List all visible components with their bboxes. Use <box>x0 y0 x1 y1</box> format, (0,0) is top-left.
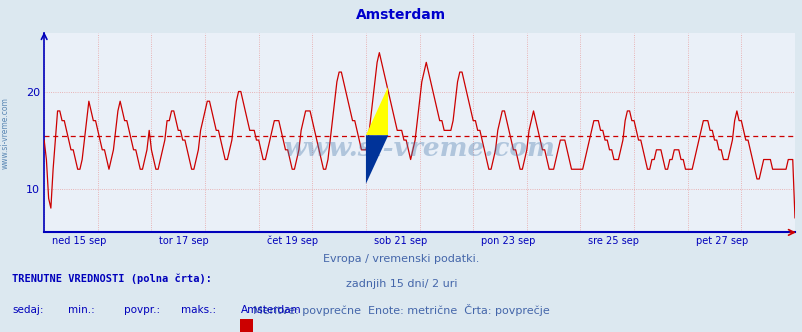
Text: www.si-vreme.com: www.si-vreme.com <box>0 97 10 169</box>
Polygon shape <box>366 135 388 184</box>
Text: sedaj:: sedaj: <box>12 305 43 315</box>
Text: maks.:: maks.: <box>180 305 216 315</box>
Text: pon 23 sep: pon 23 sep <box>480 236 535 246</box>
Text: pet 27 sep: pet 27 sep <box>695 236 747 246</box>
Text: povpr.:: povpr.: <box>124 305 160 315</box>
Text: Amsterdam: Amsterdam <box>356 8 446 22</box>
Text: ned 15 sep: ned 15 sep <box>52 236 107 246</box>
Text: Meritve: povprečne  Enote: metrične  Črta: povprečje: Meritve: povprečne Enote: metrične Črta:… <box>253 304 549 316</box>
Text: zadnjih 15 dni/ 2 uri: zadnjih 15 dni/ 2 uri <box>346 279 456 289</box>
Text: Evropa / vremenski podatki.: Evropa / vremenski podatki. <box>323 254 479 264</box>
Text: sre 25 sep: sre 25 sep <box>588 236 638 246</box>
Text: tor 17 sep: tor 17 sep <box>160 236 209 246</box>
Text: www.si-vreme.com: www.si-vreme.com <box>283 136 555 161</box>
Text: TRENUTNE VREDNOSTI (polna črta):: TRENUTNE VREDNOSTI (polna črta): <box>12 274 212 285</box>
Text: Amsterdam: Amsterdam <box>241 305 301 315</box>
Text: sob 21 sep: sob 21 sep <box>374 236 427 246</box>
Polygon shape <box>366 87 388 135</box>
Text: čet 19 sep: čet 19 sep <box>266 236 318 246</box>
Text: min.:: min.: <box>68 305 95 315</box>
